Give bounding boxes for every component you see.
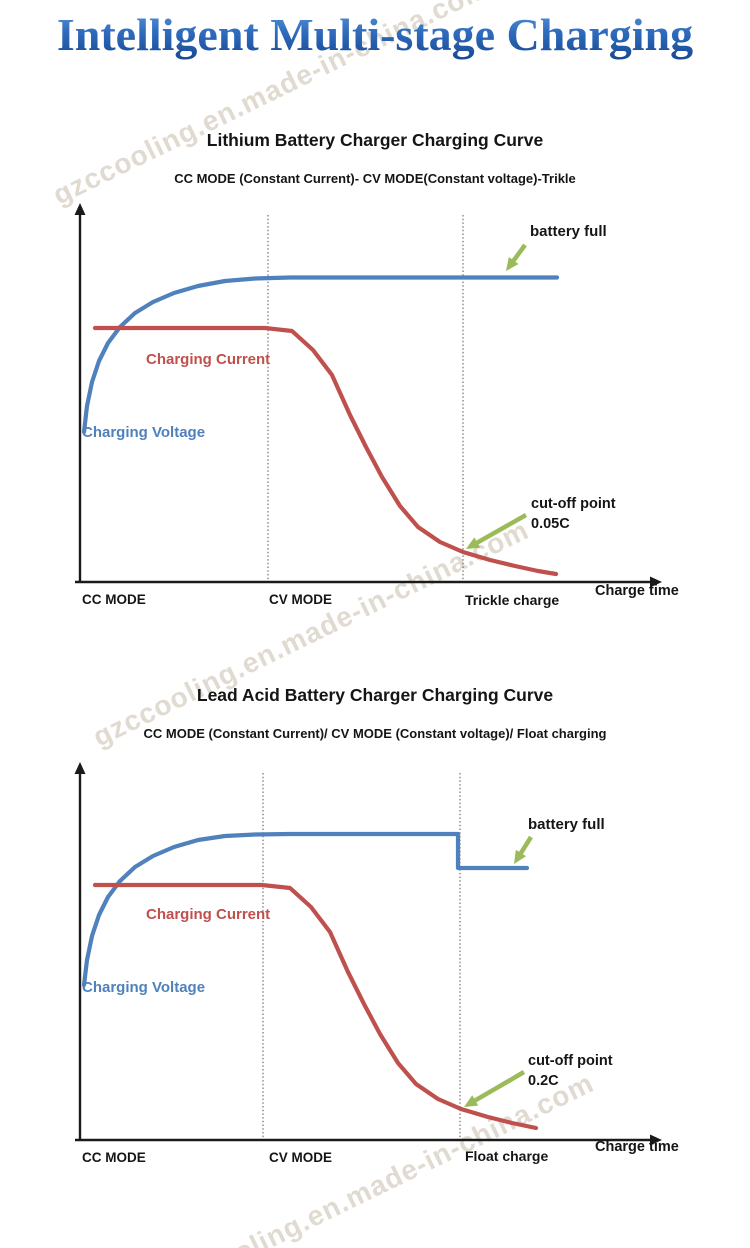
- cutoff-value: 0.2C: [528, 1073, 559, 1089]
- label-region-cv-mode: CV MODE: [269, 592, 333, 607]
- label-charging-voltage: Charging Voltage: [82, 424, 206, 441]
- annotation-arrowhead: [514, 849, 527, 864]
- label-charging-voltage: Charging Voltage: [82, 979, 206, 996]
- label-cutoff-point: cut-off point 0.2C: [528, 1051, 613, 1091]
- label-region-float-charge: Float charge: [465, 1148, 549, 1164]
- y-axis-arrowhead: [74, 203, 86, 215]
- lead-acid-chart-plot: [74, 762, 662, 1146]
- cutoff-text: cut-off point: [531, 496, 616, 512]
- label-region-cc-mode: CC MODE: [82, 592, 146, 607]
- label-region-trickle-charge: Trickle charge: [465, 592, 560, 608]
- chart-subtitle: CC MODE (Constant Current)- CV MODE(Cons…: [174, 171, 576, 186]
- label-region-cv-mode: CV MODE: [269, 1150, 333, 1165]
- current-curve: [92, 882, 539, 1131]
- annotation-arrowhead: [506, 256, 519, 271]
- current-curve: [92, 325, 559, 577]
- label-cutoff-point: cut-off point 0.05C: [531, 494, 616, 534]
- x-axis-arrowhead: [650, 576, 662, 588]
- label-charging-current: Charging Current: [146, 351, 271, 368]
- lead-acid-chart-section: Lead Acid Battery Charger Charging Curve…: [0, 680, 750, 1180]
- label-charge-time: Charge time: [595, 583, 679, 599]
- chart-title: Lithium Battery Charger Charging Curve: [206, 130, 544, 150]
- label-battery-full: battery full: [530, 223, 607, 240]
- chart-subtitle: CC MODE (Constant Current)/ CV MODE (Con…: [143, 726, 607, 741]
- label-battery-full: battery full: [528, 816, 605, 833]
- lithium-chart-section: Lithium Battery Charger Charging Curve C…: [0, 125, 750, 620]
- annotation-arrowhead: [464, 1095, 479, 1107]
- chart-title: Lead Acid Battery Charger Charging Curve: [196, 685, 554, 705]
- label-region-cc-mode: CC MODE: [82, 1150, 146, 1165]
- annotation-arrow-shaft: [470, 1070, 526, 1105]
- cutoff-value: 0.05C: [531, 516, 570, 532]
- annotation-arrow-shaft: [472, 513, 528, 547]
- label-charge-time: Charge time: [595, 1139, 679, 1155]
- y-axis-arrowhead: [74, 762, 86, 774]
- lithium-chart-plot: [74, 203, 662, 588]
- x-axis-arrowhead: [650, 1134, 662, 1146]
- voltage-curve: [81, 275, 560, 435]
- annotation-arrowhead: [466, 537, 481, 549]
- label-charging-current: Charging Current: [146, 906, 271, 923]
- page-title: Intelligent Multi-stage Charging: [0, 8, 750, 61]
- voltage-curve: [81, 831, 530, 988]
- cutoff-text: cut-off point: [528, 1053, 613, 1069]
